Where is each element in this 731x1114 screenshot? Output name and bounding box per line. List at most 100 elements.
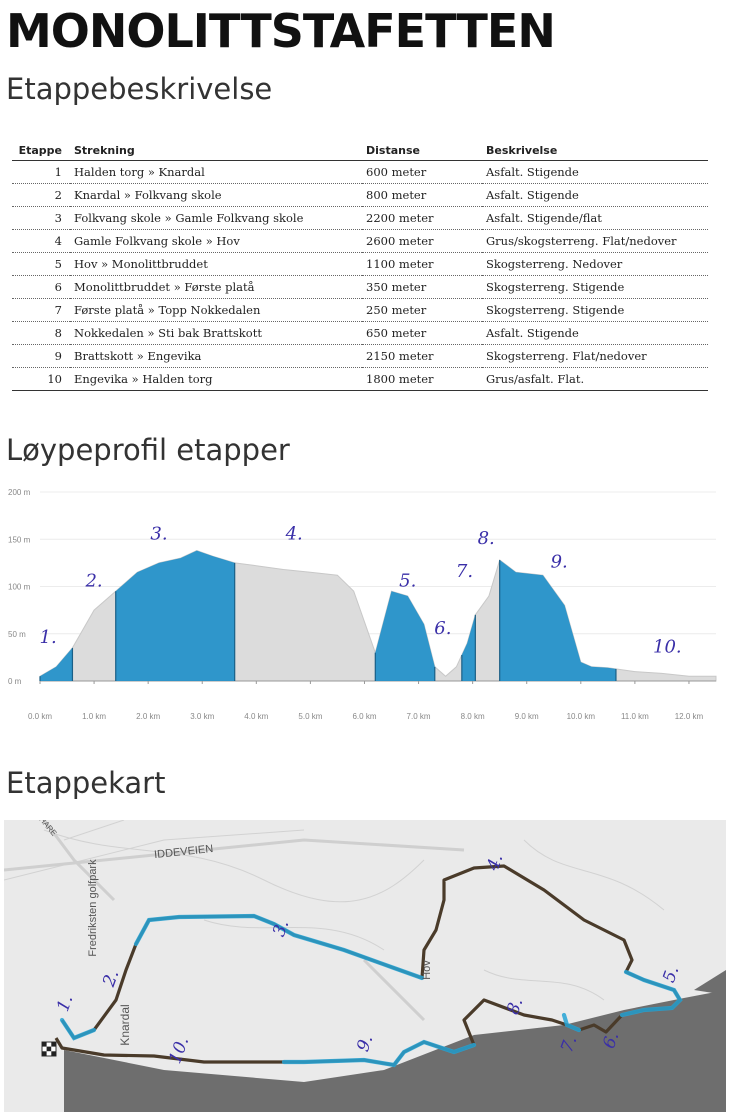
map-road-label: Hov <box>421 960 433 980</box>
map-stage-label: 4. <box>483 851 508 874</box>
table-cell-route: Hov » Monolittbruddet <box>70 252 362 276</box>
chart-x-tick-label: 1.0 km <box>82 712 106 721</box>
table-header-row: Etappe Strekning Distanse Beskrivelse <box>12 142 708 161</box>
map-water <box>694 970 726 995</box>
chart-x-tick-label: 8.0 km <box>461 712 485 721</box>
table-cell-route: Nokkedalen » Sti bak Brattskott <box>70 321 362 345</box>
table-cell-route: Gamle Folkvang skole » Hov <box>70 229 362 253</box>
table-cell-dist: 2200 meter <box>362 206 482 230</box>
map-water <box>64 990 726 1112</box>
table-row: 5 Hov » Monolittbruddet 1100 meter Skogster… <box>12 252 708 276</box>
column-header: Beskrivelse <box>482 142 708 161</box>
table-row: 6 Monolittbruddet » Første platå 350 meter… <box>12 275 708 299</box>
chart-x-tick-label: 12.0 km <box>675 712 704 721</box>
chart-x-tick-label: 10.0 km <box>567 712 596 721</box>
table-cell-n: 1 <box>12 160 70 184</box>
table-cell-n: 8 <box>12 321 70 345</box>
section-title-stages: Etappebeskrivelse <box>6 72 273 106</box>
chart-x-ticks: 0.0 km 1.0 km 2.0 km 3.0 km 4.0 km 5.0 km 6.0 … <box>28 681 704 721</box>
chart-x-tick-label: 11.0 km <box>621 712 649 721</box>
table-cell-dist: 250 meter <box>362 298 482 322</box>
table-row: 8 Nokkedalen » Sti bak Brattskott 650 mete… <box>12 321 708 345</box>
table-row: 1 Halden torg » Knardal 600 meter Asfalt. S… <box>12 160 708 184</box>
table-cell-desc: Skogsterreng. Stigende <box>482 275 708 299</box>
column-header: Distanse <box>362 142 482 161</box>
page-title: MONOLITTSTAFETTEN <box>6 4 556 58</box>
table-cell-dist: 600 meter <box>362 160 482 184</box>
chart-stage-label: 8. <box>478 528 495 549</box>
table-cell-dist: 2150 meter <box>362 344 482 368</box>
table-cell-n: 6 <box>12 275 70 299</box>
map-terrain <box>4 820 665 1001</box>
map-stage-label: 5. <box>659 963 683 985</box>
map-roads <box>4 820 465 1022</box>
chart-y-tick-label: 0 m <box>8 677 22 686</box>
table-row: 2 Knardal » Folkvang skole 800 meter Asfalt… <box>12 183 708 207</box>
chart-stage-label: 2. <box>84 571 102 592</box>
map-road-label: Fredriksten golfpark <box>87 859 99 957</box>
table-cell-dist: 650 meter <box>362 321 482 345</box>
chart-stage-band <box>115 550 235 681</box>
chart-y-tick-label: 50 m <box>8 630 26 639</box>
chart-x-tick-label: 6.0 km <box>352 712 376 721</box>
finish-flag-icon <box>41 1041 57 1057</box>
map-stage-labels: 1.2.3.4.5.6.7.8.9.10. <box>53 851 683 1066</box>
table-cell-desc: Skogsterreng. Nedover <box>482 252 708 276</box>
table-cell-route: Første platå » Topp Nokkedalen <box>70 298 362 322</box>
chart-y-tick-label: 100 m <box>8 583 31 592</box>
chart-stage-label: 5. <box>399 571 416 592</box>
map-stage-label: 9. <box>353 1032 377 1054</box>
chart-x-tick-label: 2.0 km <box>136 712 160 721</box>
map-road-label: Knardal <box>118 1004 132 1045</box>
map-stage-label: 3. <box>269 917 293 939</box>
section-title-map: Etappekart <box>6 766 166 800</box>
chart-stage-label: 6. <box>434 618 451 639</box>
table-cell-desc: Grus/asfalt. Flat. <box>482 367 708 391</box>
chart-x-tick-label: 0.0 km <box>28 712 52 721</box>
table-cell-n: 4 <box>12 229 70 253</box>
table-cell-desc: Skogsterreng. Stigende <box>482 298 708 322</box>
table-row: 3 Folkvang skole » Gamle Folkvang skole 22… <box>12 206 708 230</box>
chart-stage-label: 4. <box>285 523 303 544</box>
chart-x-tick-label: 7.0 km <box>407 712 431 721</box>
column-header: Strekning <box>70 142 362 161</box>
map-stage-label: 7. <box>557 1033 581 1055</box>
table-row: 4 Gamle Folkvang skole » Hov 2600 meter Gru… <box>12 229 708 253</box>
map-stage-label: 8. <box>503 995 527 1017</box>
chart-stage-label: 1. <box>40 627 57 648</box>
map-route-highlights <box>59 913 683 1068</box>
table-cell-desc: Asfalt. Stigende <box>482 160 708 184</box>
table-cell-desc: Asfalt. Stigende/flat <box>482 206 708 230</box>
table-cell-route: Brattskott » Engevika <box>70 344 362 368</box>
column-header: Etappe <box>12 142 70 161</box>
table-cell-dist: 2600 meter <box>362 229 482 253</box>
chart-stage-labels: 1. 2. 3. 4. 5. 6. 7.8. 9. 10. <box>40 523 682 657</box>
table-cell-dist: 800 meter <box>362 183 482 207</box>
table-cell-dist: 1800 meter <box>362 367 482 391</box>
table-cell-route: Halden torg » Knardal <box>70 160 362 184</box>
table-cell-desc: Asfalt. Stigende <box>482 321 708 345</box>
chart-y-tick-label: 200 m <box>8 488 31 497</box>
table-cell-route: Monolittbruddet » Første platå <box>70 275 362 299</box>
table-cell-n: 2 <box>12 183 70 207</box>
table-cell-desc: Asfalt. Stigende <box>482 183 708 207</box>
table-row: 7 Første platå » Topp Nokkedalen 250 meter… <box>12 298 708 322</box>
chart-x-tick-label: 4.0 km <box>244 712 268 721</box>
chart-x-tick-label: 9.0 km <box>515 712 539 721</box>
chart-x-tick-label: 5.0 km <box>298 712 322 721</box>
chart-stage-label: 10. <box>653 637 682 658</box>
chart-stage-label: 7. <box>456 561 473 582</box>
table-cell-route: Knardal » Folkvang skole <box>70 183 362 207</box>
chart-stage-label: 3. <box>150 523 167 544</box>
table-cell-desc: Skogsterreng. Flat/nedover <box>482 344 708 368</box>
table-row: 10 Engevika » Halden torg 1800 meter Grus/a… <box>12 367 708 391</box>
chart-y-ticks: 200 m 150 m 100 m 50 m 0 m <box>8 488 31 686</box>
map-stage-label: 6. <box>599 1029 623 1051</box>
chart-y-tick-label: 150 m <box>8 535 31 544</box>
table-cell-n: 3 <box>12 206 70 230</box>
table-cell-desc: Grus/skogsterreng. Flat/nedover <box>482 229 708 253</box>
table-cell-n: 9 <box>12 344 70 368</box>
table-cell-dist: 350 meter <box>362 275 482 299</box>
